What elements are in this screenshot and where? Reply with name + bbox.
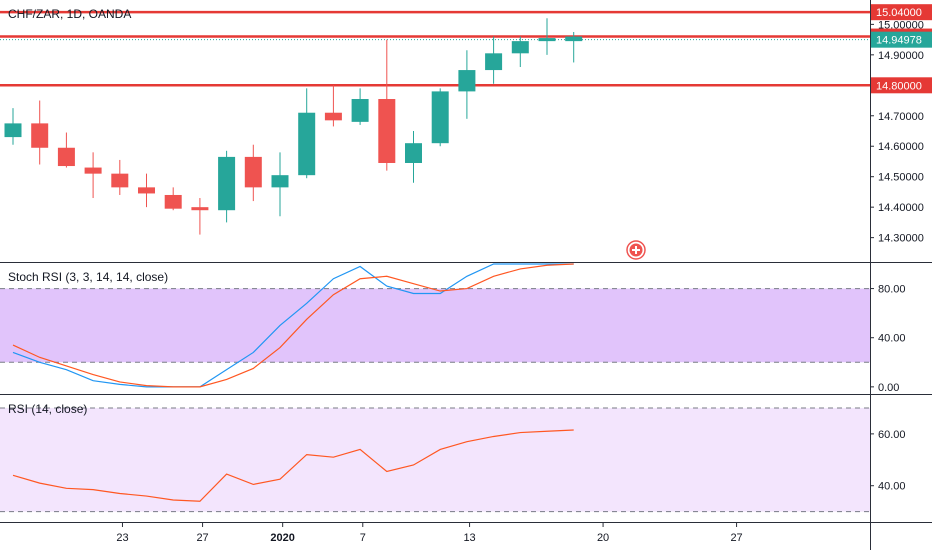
time-tick-label: 27	[730, 532, 742, 544]
candle	[57, 132, 75, 168]
candle	[31, 100, 49, 165]
stoch-tick-label: 40.00	[878, 333, 906, 345]
time-tick-label: 23	[116, 532, 128, 544]
stoch-rsi-d-line	[12, 263, 574, 388]
candle	[271, 152, 289, 217]
candle	[84, 152, 102, 199]
time-tick-label: 27	[196, 532, 208, 544]
candle	[405, 131, 422, 183]
candle	[244, 144, 262, 202]
candle-body	[431, 91, 449, 144]
time-tick-label: 7	[360, 532, 366, 544]
candle	[191, 198, 209, 235]
price-tick-label: 14.30000	[878, 233, 924, 245]
candles	[4, 18, 583, 235]
stoch-rsi-axis-ticks: 0.00 40.00 80.00	[870, 284, 906, 394]
candle-body	[405, 143, 422, 163]
candle	[324, 85, 342, 127]
stoch-tick-label: 0.00	[878, 382, 899, 394]
time-axis[interactable]: 23 27 2020 7 13 20 27	[116, 522, 743, 544]
rsi-tick-label: 40.00	[878, 481, 906, 493]
candle	[458, 50, 476, 119]
price-pane[interactable]: CHF/ZAR, 1D, OANDA 14.30000 14.40000 14.50…	[0, 4, 932, 260]
symbol-title: CHF/ZAR, 1D, OANDA	[8, 7, 131, 21]
stoch-rsi-k-line	[12, 263, 574, 388]
last-price-label: 14.94978	[876, 35, 922, 47]
candle	[431, 88, 449, 147]
candle	[378, 39, 396, 171]
stoch-rsi-lines	[12, 263, 574, 388]
level-tag	[871, 4, 932, 21]
price-tick-label: 14.40000	[878, 202, 924, 214]
level-tag-label: 14.80000	[876, 80, 922, 92]
candle	[351, 88, 369, 125]
candle	[511, 36, 529, 68]
candle	[485, 36, 503, 84]
candle	[298, 88, 316, 179]
candle	[218, 150, 236, 223]
candle-body	[191, 207, 209, 211]
candle	[138, 173, 155, 208]
last-price-tag	[871, 31, 932, 48]
candle-body	[271, 175, 289, 188]
stoch-rsi-band-fill	[0, 288, 870, 363]
price-tick-label: 14.50000	[878, 172, 924, 184]
rsi-band	[0, 407, 870, 513]
rsi-series-line	[12, 429, 574, 502]
candle-body	[485, 53, 503, 71]
time-tick-label: 2020	[270, 532, 294, 544]
candle-body	[4, 123, 22, 138]
rsi-band-fill	[0, 407, 870, 512]
candle-body	[138, 187, 155, 194]
rsi-pane[interactable]: RSI (14, close) 40.00 60.00	[0, 402, 906, 513]
candle	[538, 18, 556, 55]
candle-body	[111, 173, 129, 188]
time-tick-label: 13	[463, 532, 475, 544]
price-tick-label: 14.60000	[878, 141, 924, 153]
candle-body	[351, 99, 369, 122]
rsi-tick-label: 60.00	[878, 429, 906, 441]
stoch-rsi-band	[0, 288, 870, 363]
level-tag	[871, 77, 932, 94]
candle-body	[565, 36, 583, 42]
level-tag-label: 15.04000	[876, 7, 922, 19]
candle-body	[324, 112, 342, 121]
stoch-rsi-title: Stoch RSI (3, 3, 14, 14, close)	[8, 270, 168, 284]
rsi-axis-ticks: 40.00 60.00	[870, 429, 906, 493]
price-tick-label: 15.00000	[878, 19, 924, 31]
candle-body	[458, 70, 476, 92]
candle-body	[57, 147, 75, 167]
rsi-line	[12, 429, 574, 502]
rsi-title: RSI (14, close)	[8, 402, 87, 416]
candle-body	[31, 123, 49, 148]
candle-body	[378, 99, 396, 163]
price-axis-ticks: 14.30000 14.40000 14.50000 14.60000 14.70000…	[870, 19, 924, 245]
candle-body	[298, 112, 316, 176]
plus-circle-icon[interactable]	[626, 240, 646, 260]
price-levels	[0, 10, 870, 87]
price-tick-label: 14.70000	[878, 111, 924, 123]
price-tick-label: 14.90000	[878, 50, 924, 62]
candle-body	[84, 167, 102, 174]
candle-body	[244, 156, 262, 188]
candle	[164, 187, 182, 211]
candle	[4, 108, 22, 145]
candle-body	[164, 194, 182, 209]
candle-body	[511, 41, 529, 54]
candle	[111, 159, 129, 195]
candle	[565, 31, 583, 63]
stoch-rsi-pane[interactable]: Stoch RSI (3, 3, 14, 14, close) 0.00 40.0…	[0, 263, 906, 394]
stoch-tick-label: 80.00	[878, 284, 906, 296]
candle-body	[218, 156, 236, 211]
candle-body	[538, 38, 556, 42]
time-tick-label: 20	[597, 532, 609, 544]
